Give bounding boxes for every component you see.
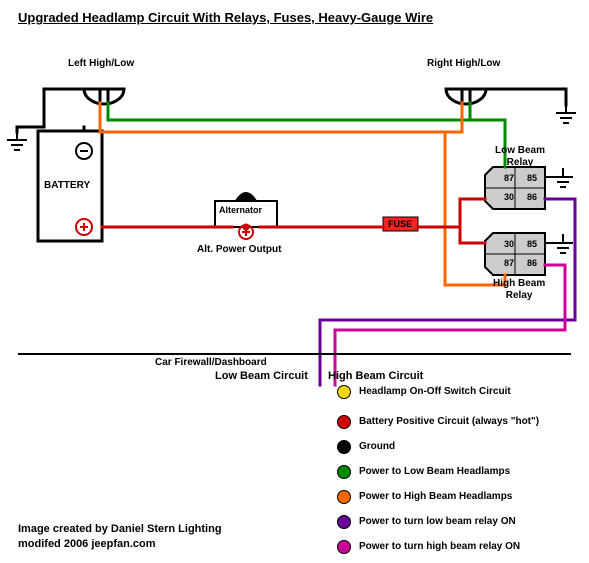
low-relay-pin-85: 85 [527,173,537,184]
credit-line-1: Image created by Daniel Stern Lighting [18,523,222,535]
credit-line-2: modifed 2006 jeepfan.com [18,538,156,550]
low-relay-pin-87: 87 [504,173,514,184]
legend-text: Ground [359,441,395,453]
battery-label: BATTERY [44,180,90,192]
high-relay-pin-30: 30 [504,239,514,250]
right-lamp-label: Right High/Low [427,58,500,70]
left-lamp-label: Left High/Low [68,58,134,70]
legend-text: Power to turn high beam relay ON [359,541,520,553]
alternator-label: Alternator [219,205,262,216]
fuse-label: FUSE [388,219,412,230]
high-circuit-label: High Beam Circuit [328,370,423,383]
high-relay-pin-85: 85 [527,239,537,250]
firewall-label: Car Firewall/Dashboard [155,357,267,369]
legend-text: Power to High Beam Headlamps [359,491,512,503]
legend-text: Power to Low Beam Headlamps [359,466,510,478]
legend-dot [337,465,351,479]
high-relay-label: High Beam Relay [493,278,545,302]
low-relay-label: Low Beam Relay [495,145,545,169]
alternator-sub-label: Alt. Power Output [197,244,281,256]
low-circuit-label: Low Beam Circuit [215,370,308,383]
legend-dot [337,540,351,554]
legend-text: Power to turn low beam relay ON [359,516,516,528]
high-relay-pin-87: 87 [504,258,514,269]
legend-dot [337,440,351,454]
high-relay-pin-86: 86 [527,258,537,269]
legend-text: Battery Positive Circuit (always "hot") [359,416,539,428]
legend-dot [337,490,351,504]
legend-dot [337,385,351,399]
low-relay-pin-30: 30 [504,192,514,203]
low-relay-pin-86: 86 [527,192,537,203]
legend-text: Headlamp On-Off Switch Circuit [359,386,511,398]
legend-dot [337,415,351,429]
legend-dot [337,515,351,529]
